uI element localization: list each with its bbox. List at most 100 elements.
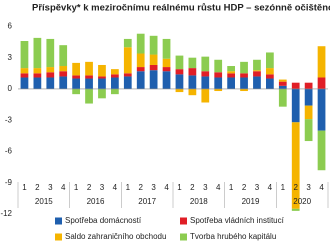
x-tick-label: 2 — [190, 183, 195, 192]
bar-segment — [175, 88, 184, 93]
y-tick-label: 3 — [8, 53, 13, 62]
x-tick-label: 1 — [177, 183, 182, 192]
bar-segment — [266, 78, 274, 89]
bar-segment — [46, 67, 55, 73]
bar-segment — [317, 77, 326, 89]
bar-segment — [240, 88, 248, 92]
x-tick-label: 3 — [255, 183, 260, 192]
bar-segment — [149, 54, 158, 65]
bar-segment — [111, 88, 119, 95]
bar-segment — [136, 53, 145, 68]
bar-segment — [188, 57, 197, 69]
bar-segment — [149, 70, 158, 89]
bar-segment — [111, 77, 119, 89]
x-tick-label: 1 — [74, 183, 79, 192]
legend-label: Spotřeba vládních institucí — [190, 216, 285, 225]
bar-segment — [20, 73, 29, 78]
x-tick-label: 2 — [138, 183, 143, 192]
year-label: 2017 — [138, 197, 156, 206]
bar-segment — [46, 38, 55, 68]
bar-segment — [253, 59, 261, 71]
bar-segment — [304, 82, 313, 89]
bar-segment — [85, 61, 93, 76]
y-tick-label: 6 — [8, 22, 13, 31]
bar-segment — [253, 70, 261, 72]
bar-segment — [201, 76, 210, 89]
bar-segment — [278, 81, 287, 86]
legend-swatch — [55, 217, 62, 225]
bar-segment — [33, 73, 42, 78]
bar-segment — [72, 78, 80, 89]
bar-segment — [59, 71, 68, 77]
x-tick-label: 2 — [293, 183, 298, 192]
bar-segment — [72, 88, 80, 95]
bar-segment — [291, 122, 300, 209]
bar-segment — [214, 59, 223, 73]
bar-segment — [214, 88, 223, 92]
bar-segment — [46, 72, 55, 78]
bar-segment — [278, 85, 287, 89]
bar-segment — [214, 77, 223, 89]
bar-segment — [123, 47, 132, 74]
bar-segment — [123, 38, 132, 48]
bar-segment — [20, 68, 29, 74]
bar-segment — [214, 72, 223, 78]
legend-swatch — [55, 233, 62, 241]
bar-segment — [291, 88, 300, 123]
bar-segment — [59, 66, 68, 72]
legend-label: Tvorba hrubého kapitálu — [190, 232, 276, 241]
bar-segment — [266, 74, 274, 79]
bar-segment — [304, 105, 313, 120]
x-tick-label: 1 — [281, 183, 286, 192]
year-label: 2020 — [293, 197, 311, 206]
bar-segment — [85, 78, 93, 89]
bar-segment — [317, 46, 326, 78]
bar-segment — [304, 119, 313, 142]
x-tick-label: 2 — [35, 183, 40, 192]
bar-segment — [278, 88, 287, 107]
x-tick-label: 3 — [151, 183, 156, 192]
bar-segment — [317, 130, 326, 171]
x-tick-label: 4 — [319, 183, 324, 192]
bar-segment — [33, 77, 42, 89]
legend-label: Saldo zahraničního obchodu — [65, 232, 166, 241]
bar-segment — [98, 78, 106, 89]
x-tick-label: 4 — [268, 183, 273, 192]
bar-segment — [33, 68, 42, 74]
bar-segment — [253, 71, 261, 77]
year-label: 2016 — [87, 197, 105, 206]
bar-segment — [136, 67, 145, 72]
y-tick-label: -9 — [5, 178, 13, 187]
bar-segment — [175, 69, 184, 75]
bar-segment — [85, 75, 93, 79]
bar-segment — [188, 75, 197, 89]
bar-segment — [227, 66, 235, 72]
bar-segment — [266, 68, 274, 75]
bar-segment — [227, 73, 235, 78]
bar-segment — [98, 64, 106, 77]
bar-segment — [266, 52, 274, 69]
bar-segment — [162, 67, 171, 72]
bar-segment — [149, 64, 158, 71]
bar-segment — [98, 76, 106, 79]
bar-segment — [278, 79, 287, 82]
y-tick-label: -12 — [0, 209, 12, 218]
bar-segment — [162, 58, 171, 68]
bar-segment — [240, 73, 248, 78]
y-tick-label: -6 — [5, 147, 13, 156]
bar-segment — [188, 88, 197, 96]
bar-segment — [136, 33, 145, 54]
y-tick-label: -3 — [5, 115, 13, 124]
bar-segment — [162, 38, 171, 59]
x-tick-label: 3 — [306, 183, 311, 192]
bar-segment — [291, 208, 300, 211]
x-tick-label: 3 — [48, 183, 53, 192]
bar-segment — [111, 74, 119, 78]
bar-segment — [201, 88, 210, 103]
bar-segment — [136, 71, 145, 89]
y-tick-label: 0 — [8, 84, 13, 93]
bar-segment — [20, 41, 29, 69]
x-tick-label: 3 — [203, 183, 208, 192]
legend-label: Spotřeba domácností — [65, 216, 142, 225]
x-tick-label: 4 — [216, 183, 221, 192]
